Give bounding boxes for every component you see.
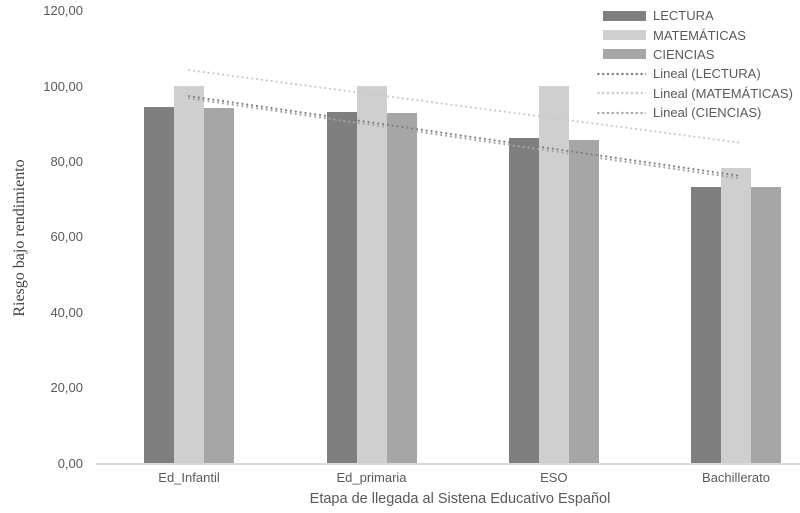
legend-item-matemáticas: MATEMÁTICAS — [596, 25, 800, 44]
bar-lectura-ed_primaria — [326, 111, 357, 463]
legend-dotted-line-icon — [596, 88, 646, 99]
legend-label: CIENCIAS — [653, 46, 715, 62]
bar-matemáticas-bachillerato — [721, 167, 751, 463]
legend-item-ciencias: CIENCIAS — [596, 45, 800, 64]
bar-ciencias-ed_infantil — [204, 107, 234, 463]
y-tick-label: 100,00 — [43, 78, 83, 94]
x-tick-label-ed_primaria: Ed_primaria — [336, 470, 407, 485]
legend-item-lineal-lectura-: Lineal (LECTURA) — [596, 64, 800, 83]
legend-swatch-icon — [603, 30, 646, 41]
bar-matemáticas-eso — [538, 86, 569, 463]
legend-label: Lineal (MATEMÁTICAS) — [653, 85, 793, 101]
y-tick-label: 0,00 — [57, 455, 83, 471]
y-tick-label: 40,00 — [50, 304, 83, 320]
legend-item-lineal-ciencias-: Lineal (CIENCIAS) — [596, 103, 800, 122]
x-tick-label-bachillerato: Bachillerato — [702, 470, 770, 485]
y-tick-label: 60,00 — [50, 229, 83, 245]
legend-item-lectura: LECTURA — [596, 6, 800, 25]
x-tick-label-eso: ESO — [540, 470, 568, 485]
bar-ciencias-eso — [568, 139, 599, 463]
legend-item-lineal-matemáticas-: Lineal (MATEMÁTICAS) — [596, 84, 800, 103]
x-tick-label-ed_infantil: Ed_Infantil — [158, 470, 220, 485]
legend-label: LECTURA — [653, 8, 714, 24]
bar-lectura-eso — [508, 138, 539, 463]
bar-lectura-bachillerato — [691, 186, 721, 463]
x-axis-title: Etapa de llegada al Sistena Educativo Es… — [309, 491, 611, 507]
y-tick-label: 120,00 — [43, 3, 83, 19]
y-tick-label: 80,00 — [50, 154, 83, 170]
bar-ciencias-bachillerato — [751, 187, 781, 463]
legend-swatch-icon — [603, 10, 646, 21]
legend: LECTURA MATEMÁTICAS CIENCIAS Lineal (LECTUR… — [596, 6, 800, 122]
bar-matemáticas-ed_primaria — [356, 86, 387, 463]
bar-ciencias-ed_primaria — [386, 112, 417, 463]
legend-dotted-line-icon — [596, 107, 646, 118]
bar-lectura-ed_infantil — [144, 106, 174, 463]
legend-label: Lineal (CIENCIAS) — [653, 105, 762, 121]
legend-label: MATEMÁTICAS — [653, 27, 746, 43]
x-axis-line — [96, 463, 800, 465]
bar-matemáticas-ed_infantil — [174, 86, 204, 463]
legend-label: Lineal (LECTURA) — [653, 66, 761, 82]
legend-dotted-line-icon — [596, 68, 646, 79]
y-tick-label: 20,00 — [50, 380, 83, 396]
legend-swatch-icon — [603, 49, 646, 60]
